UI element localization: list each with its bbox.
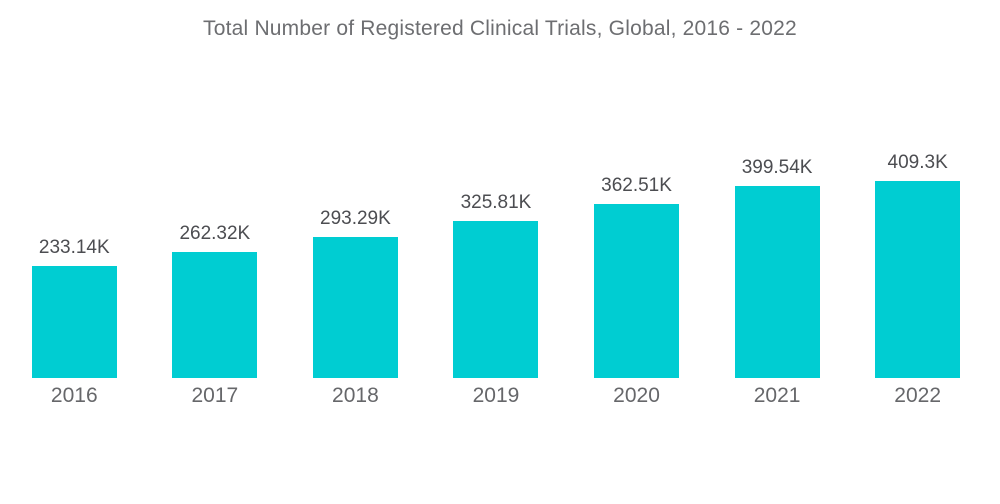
bar-column: 233.14K — [4, 237, 145, 378]
bar-column: 399.54K — [707, 157, 848, 378]
x-axis-label: 2022 — [894, 384, 942, 407]
plot-area: 233.14K 262.32K 293.29K 325.81K 362.51K 399.5… — [4, 133, 988, 378]
bar-column: 409.3K — [847, 152, 988, 378]
bar-column: 362.51K — [566, 175, 707, 378]
bar-value-label: 262.32K — [179, 223, 251, 244]
x-axis-label: 2017 — [191, 384, 239, 407]
bar-2022 — [875, 181, 961, 378]
bar-value-label: 293.29K — [320, 208, 391, 229]
chart-title: Total Number of Registered Clinical Tria… — [203, 17, 797, 40]
x-axis-label: 2019 — [472, 384, 520, 407]
bar-value-label: 233.14K — [38, 237, 110, 258]
x-axis-label: 2016 — [50, 384, 98, 407]
bar-value-label: 399.54K — [741, 157, 813, 178]
bar-2021 — [734, 186, 820, 378]
bar-value-label: 325.81K — [460, 192, 532, 213]
bar-value-label: 362.51K — [601, 175, 672, 196]
bar-2018 — [312, 237, 398, 378]
bar-2016 — [31, 266, 117, 378]
x-axis: 2016 2017 2018 2019 2020 2021 2022 — [4, 384, 988, 408]
bar-column: 325.81K — [426, 192, 567, 378]
bar-column: 293.29K — [285, 208, 426, 378]
bar-2017 — [172, 252, 258, 378]
x-axis-label: 2020 — [613, 384, 660, 407]
x-axis-label: 2021 — [753, 384, 801, 407]
x-axis-label: 2018 — [332, 384, 379, 407]
bar-2020 — [594, 204, 680, 378]
bar-value-label: 409.3K — [887, 152, 948, 173]
bar-column: 262.32K — [145, 223, 286, 378]
bar-2019 — [453, 221, 539, 378]
